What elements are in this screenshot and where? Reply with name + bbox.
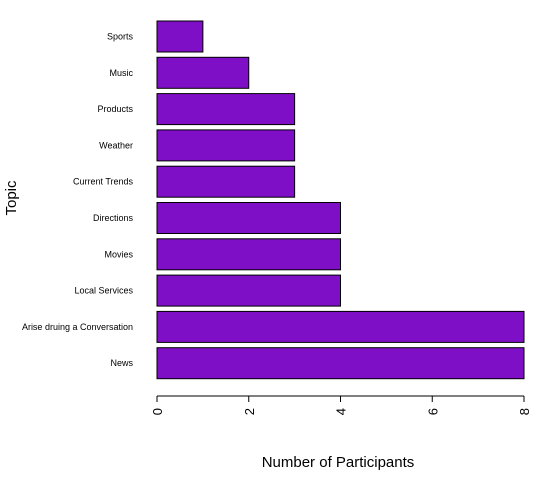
category-label: Current Trends [73,177,134,187]
bar-news [156,347,525,380]
y-axis-title: Topic [3,180,20,216]
bar-products [156,93,296,126]
bar-current-trends [156,165,296,198]
category-labels-group: Sports Music Products Weather Current Trends… [22,32,134,369]
x-axis-title: Number of Participants [262,454,415,471]
bar-sports [156,20,204,53]
category-label: Directions [93,213,134,223]
category-label: Movies [104,249,133,259]
bar-music [156,56,250,89]
category-label: Products [97,104,133,114]
bar-arise-druing-a-conversation [156,310,525,343]
x-tick-label: 8 [517,408,532,415]
bar-directions [156,202,341,234]
category-label: Music [109,68,133,78]
bar-weather [156,129,296,162]
category-label: Local Services [74,286,133,296]
x-tick-label: 2 [242,408,257,415]
x-tick-label: 6 [425,408,440,415]
x-tick-label: 0 [150,408,165,415]
bar-movies [156,238,341,271]
category-label: Sports [107,32,134,42]
x-axis: 0 2 4 6 8 [150,395,532,415]
category-label: News [110,358,133,368]
bar-local-services [156,274,341,307]
category-label: Arise druing a Conversation [22,322,133,332]
category-label: Weather [99,140,133,150]
bars-group [156,20,525,380]
x-tick-label: 4 [334,408,349,415]
